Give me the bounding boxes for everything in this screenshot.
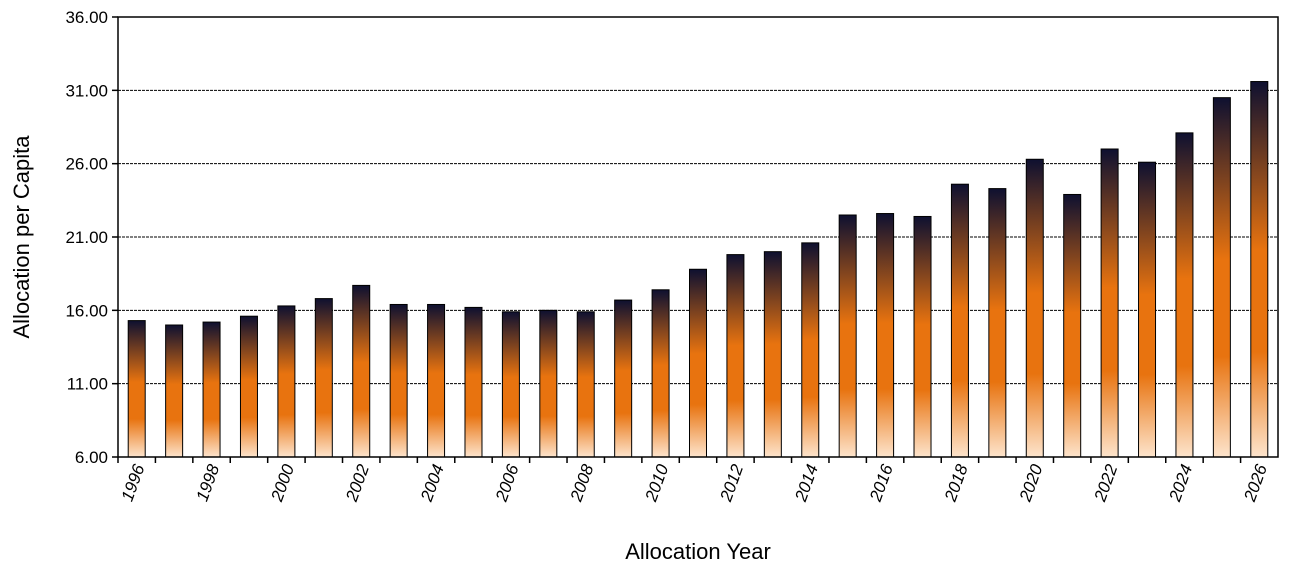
x-tick-label: 2024 bbox=[1165, 462, 1196, 505]
bar-2014 bbox=[801, 242, 820, 458]
bar-2001 bbox=[314, 298, 333, 458]
bar-2017 bbox=[913, 215, 932, 458]
bar-2023 bbox=[1138, 161, 1157, 458]
x-tick-label: 2000 bbox=[267, 461, 298, 504]
bar-2005 bbox=[464, 306, 483, 458]
x-axis-ticks: 1996 1998 2000 2002 2004 2006 2008 2010 2012 2014… bbox=[117, 457, 1271, 505]
x-tick-label: 2008 bbox=[566, 461, 597, 504]
bar-2009 bbox=[614, 299, 633, 458]
bar-2003 bbox=[389, 303, 408, 458]
x-tick-label: 2016 bbox=[866, 461, 897, 504]
bar-2018 bbox=[950, 183, 969, 458]
bar-2021 bbox=[1063, 193, 1082, 458]
x-tick-label: 1998 bbox=[193, 461, 224, 504]
bar-1997 bbox=[165, 324, 184, 458]
bar-2015 bbox=[838, 214, 857, 458]
bar-2016 bbox=[876, 213, 895, 458]
y-tick-label: 6.00 bbox=[75, 448, 108, 467]
bar-2000 bbox=[277, 305, 296, 458]
x-tick-label: 2012 bbox=[716, 461, 747, 504]
bar-2013 bbox=[763, 251, 782, 458]
bar-2004 bbox=[427, 303, 446, 458]
bar-1996 bbox=[127, 320, 146, 458]
bar-2012 bbox=[726, 254, 745, 458]
x-tick-label: 2004 bbox=[417, 462, 448, 505]
x-axis-title: Allocation Year bbox=[625, 539, 771, 564]
bar-2006 bbox=[501, 311, 520, 458]
y-tick-label: 11.00 bbox=[67, 375, 108, 394]
y-tick-label: 21.00 bbox=[65, 228, 108, 247]
bar-2019 bbox=[988, 188, 1007, 458]
x-tick-label: 2026 bbox=[1240, 461, 1271, 504]
bar-2022 bbox=[1100, 148, 1119, 458]
y-axis-ticks: 6.00 11.00 16.00 21.00 26.00 31.00 36.00 bbox=[65, 8, 118, 467]
bar-2020 bbox=[1025, 158, 1044, 458]
y-tick-label: 36.00 bbox=[65, 8, 108, 27]
bar-2024 bbox=[1175, 132, 1194, 458]
y-tick-label: 26.00 bbox=[65, 155, 108, 174]
bar-2007 bbox=[539, 309, 558, 458]
x-tick-label: 1996 bbox=[118, 461, 149, 504]
x-tick-label: 2014 bbox=[791, 462, 822, 505]
x-tick-label: 2006 bbox=[492, 461, 523, 504]
x-tick-label: 2002 bbox=[342, 461, 373, 504]
bar-2002 bbox=[352, 284, 371, 458]
bar-2026 bbox=[1250, 81, 1269, 458]
bar-1999 bbox=[239, 315, 258, 458]
x-tick-label: 2010 bbox=[641, 461, 672, 504]
x-tick-label: 2022 bbox=[1090, 461, 1121, 504]
bar-2025 bbox=[1212, 97, 1231, 458]
bar-2011 bbox=[689, 268, 707, 458]
bar-1998 bbox=[202, 321, 221, 458]
y-tick-label: 16.00 bbox=[65, 301, 108, 320]
bar-2010 bbox=[651, 289, 670, 458]
y-tick-label: 31.00 bbox=[65, 81, 108, 100]
x-tick-label: 2018 bbox=[941, 461, 972, 504]
x-tick-label: 2020 bbox=[1015, 461, 1046, 504]
y-axis-title: Allocation per Capita bbox=[9, 135, 34, 339]
bar-2008 bbox=[576, 311, 595, 458]
